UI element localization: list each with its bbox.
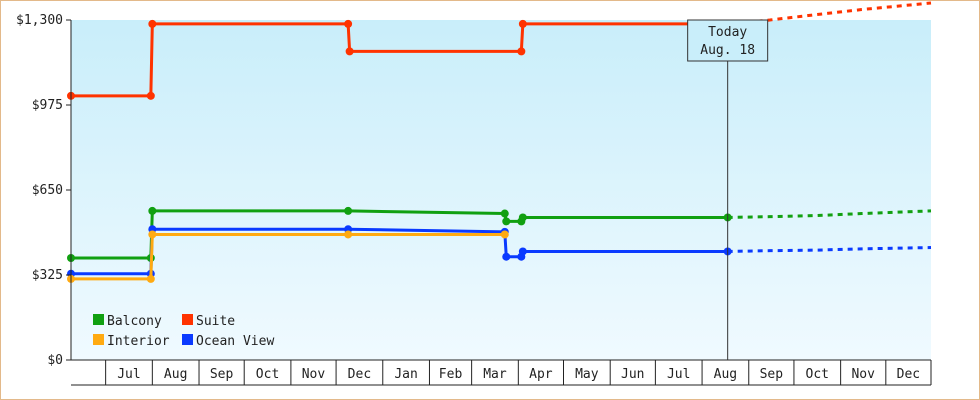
legend-item: Suite [182,314,235,329]
y-tick-label: $1,300 [16,13,63,28]
data-point [344,206,353,215]
x-tick-label: Feb [439,367,463,382]
x-tick-label: Mar [483,367,507,382]
legend-label: Ocean View [196,334,274,349]
x-tick-label: Nov [851,367,875,382]
legend-label: Balcony [107,314,162,329]
series-line [71,22,728,98]
x-tick-label: Dec [348,367,371,382]
legend-item: Interior [93,334,170,349]
data-point [517,47,526,56]
x-tick-label: Oct [806,367,829,382]
y-tick-label: $325 [32,268,63,283]
legend-label: Interior [107,334,170,349]
series-interior [67,230,509,283]
today-date-label: Aug. 18 [700,43,755,58]
x-tick-label: Dec [897,367,920,382]
data-point [518,19,527,28]
legend-swatch [182,334,193,345]
today-box [687,19,769,62]
data-point [148,19,157,28]
x-tick-label: May [575,367,599,382]
data-point [518,247,527,256]
x-tick-label: Jul [667,367,690,382]
data-point [344,230,353,239]
legend-label: Suite [196,314,235,329]
y-tick-label: $975 [32,98,63,113]
data-point [502,252,511,261]
legend-item: Ocean View [182,334,274,349]
x-tick-label: Aug [164,367,187,382]
legend-item: Balcony [93,314,162,329]
legend-swatch [93,314,104,325]
data-point [500,230,509,239]
x-tick-label: Apr [529,367,553,382]
data-point [146,91,155,100]
x-tick-label: Nov [302,367,326,382]
x-tick-label: Jun [621,367,644,382]
data-point [502,217,511,226]
data-point [345,47,354,56]
x-tick-label: Sep [210,367,234,382]
y-tick-label: $650 [32,183,63,198]
y-tick-label: $0 [47,353,63,368]
data-point [500,209,509,218]
x-tick-label: Aug [714,367,737,382]
data-point [148,230,157,239]
x-tick-label: Sep [760,367,784,382]
plot-area [71,20,931,360]
data-point [518,213,527,222]
data-point [148,206,157,215]
x-tick-label: Oct [256,367,279,382]
data-point [344,19,353,28]
x-tick-label: Jan [394,367,417,382]
legend-swatch [93,334,104,345]
today-label: Today [708,25,747,40]
data-point [146,274,155,283]
x-tick-label: Jul [117,367,140,382]
legend-swatch [182,314,193,325]
